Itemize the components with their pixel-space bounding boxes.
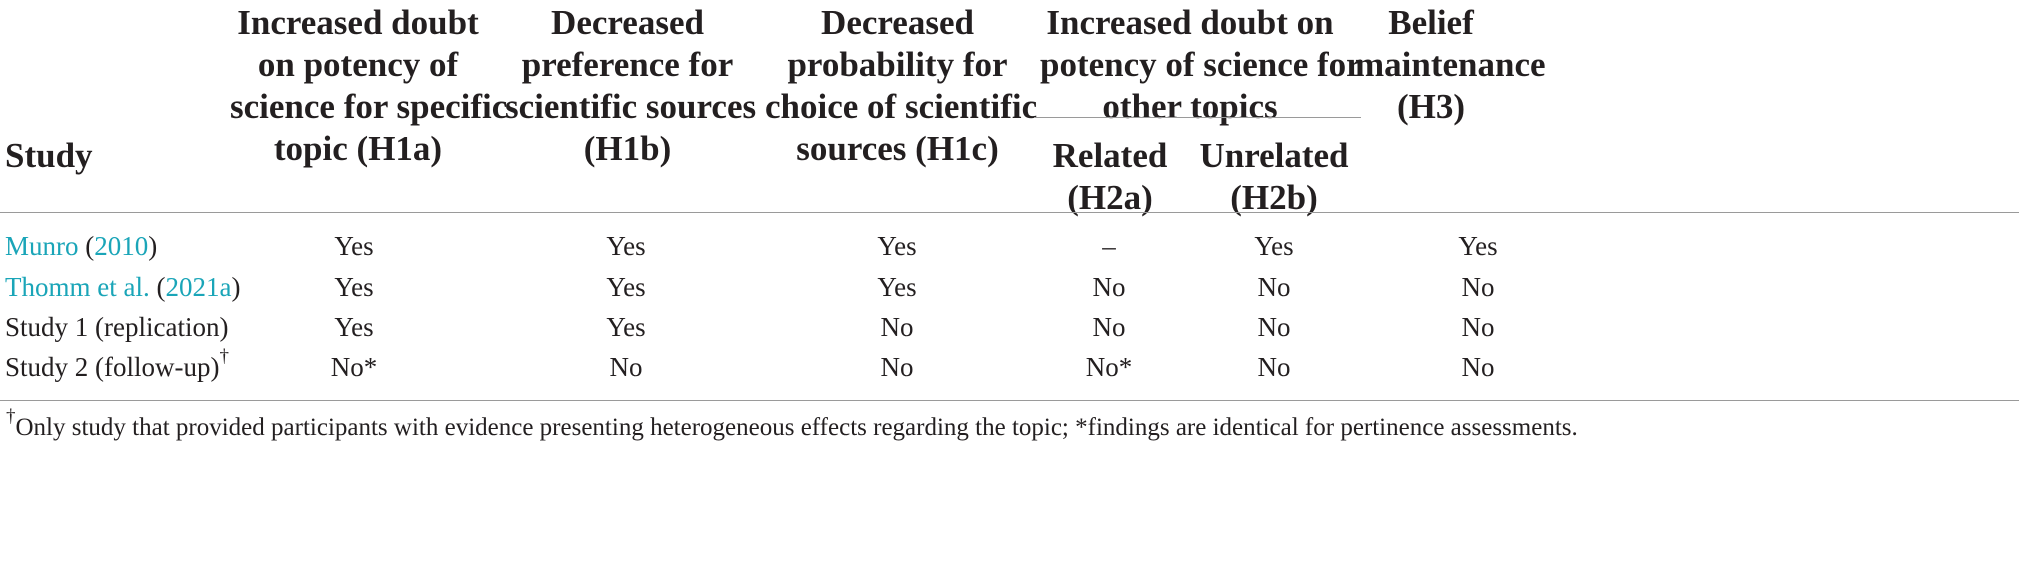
header-h2b-line: (H2b) [1230,178,1318,217]
header-h2-group-line: other topics [1102,87,1278,126]
table-cell: No [1461,312,1495,342]
header-h1c: Decreased probability for choice of scie… [765,2,1038,170]
header-study: Study [5,135,93,177]
study-label: Study 2 (follow-up) [5,352,220,382]
table-row-study: Thomm et al. (2021a) [5,270,240,304]
dagger-mark: † [219,346,229,367]
header-h2b-line: Unrelated [1199,136,1349,175]
header-h1b: Decreased preference for scientific sour… [505,2,757,170]
header-h1a-line: on potency of [257,45,459,84]
table-footnote: †Only study that provided participants w… [6,407,1578,444]
footnote-text: Only study that provided participants wi… [15,414,1578,441]
table-cell: No [1461,352,1495,382]
table-cell: Yes [606,312,646,342]
table-cell: No [880,352,914,382]
table-cell: No [1257,272,1291,302]
citation-year-link[interactable]: 2021a [165,272,232,302]
header-h1a-line: Increased doubt [237,3,479,42]
table-cell: No [1257,312,1291,342]
table-cell: Yes [1254,231,1294,261]
header-bottom-rule [0,212,2019,213]
citation-link[interactable]: Munro [5,231,79,261]
citation-year-link[interactable]: 2010 [94,231,149,261]
table-cell: Yes [1458,231,1498,261]
table-cell: No [1092,272,1126,302]
paren-text: ( [149,272,166,302]
header-h1c-line: probability for [787,45,1008,84]
paren-text: ) [231,272,241,302]
header-h2a: Related (H2a) [1050,135,1170,219]
footnote-dagger: † [6,405,16,427]
table-cell: Yes [877,272,917,302]
table-cell: No [1461,272,1495,302]
table-cell: Yes [606,231,646,261]
table-cell: Yes [606,272,646,302]
table-row-study: Study 2 (follow-up)† [5,347,229,384]
header-h1c-line: choice of scientific [765,87,1038,126]
header-h1a: Increased doubt on potency of science fo… [230,2,508,170]
table-cell: Yes [334,272,374,302]
header-h1a-line: topic (H1a) [273,129,443,168]
header-h2b: Unrelated (H2b) [1198,135,1350,219]
header-h1c-line: Decreased [821,3,974,42]
header-h1c-line: sources (H1c) [796,129,999,168]
table-cell: – [1102,231,1116,261]
header-h2-group: Increased doubt on potency of science fo… [1040,2,1362,128]
header-h3-line: (H3) [1396,87,1466,126]
table-bottom-rule [0,400,2019,401]
table-cell: No [1092,312,1126,342]
header-group-rule [1034,117,1361,118]
header-h2a-line: (H2a) [1067,178,1153,217]
table-cell: No [1257,352,1291,382]
table-cell: Yes [334,312,374,342]
header-h3-line: maintenance [1355,45,1546,84]
table-row-study: Munro (2010) [5,229,157,263]
header-h2-group-line: potency of science for [1040,45,1362,84]
header-h3-line: Belief [1388,3,1474,42]
header-h1b-line: scientific sources [505,87,757,126]
table-cell: No [880,312,914,342]
header-h2a-line: Related [1052,136,1168,175]
table-row-study: Study 1 (replication) [5,312,229,342]
header-h1b-line: preference for [521,45,734,84]
header-h1a-line: science for specific [230,87,508,126]
paren-text: ) [148,231,158,261]
table-cell: No [609,352,643,382]
table-cell: Yes [877,231,917,261]
citation-link[interactable]: Thomm et al. [5,272,150,302]
header-h2-group-line: Increased doubt on [1046,3,1334,42]
header-h3: Belief maintenance (H3) [1355,2,1546,128]
paren-text: ( [78,231,95,261]
table-cell: Yes [334,231,374,261]
header-h1b-line: Decreased [551,3,704,42]
header-study-label: Study [5,136,93,175]
table-cell: No* [1085,352,1133,382]
table-cell: No* [330,352,378,382]
header-h1b-line: (H1b) [583,129,672,168]
